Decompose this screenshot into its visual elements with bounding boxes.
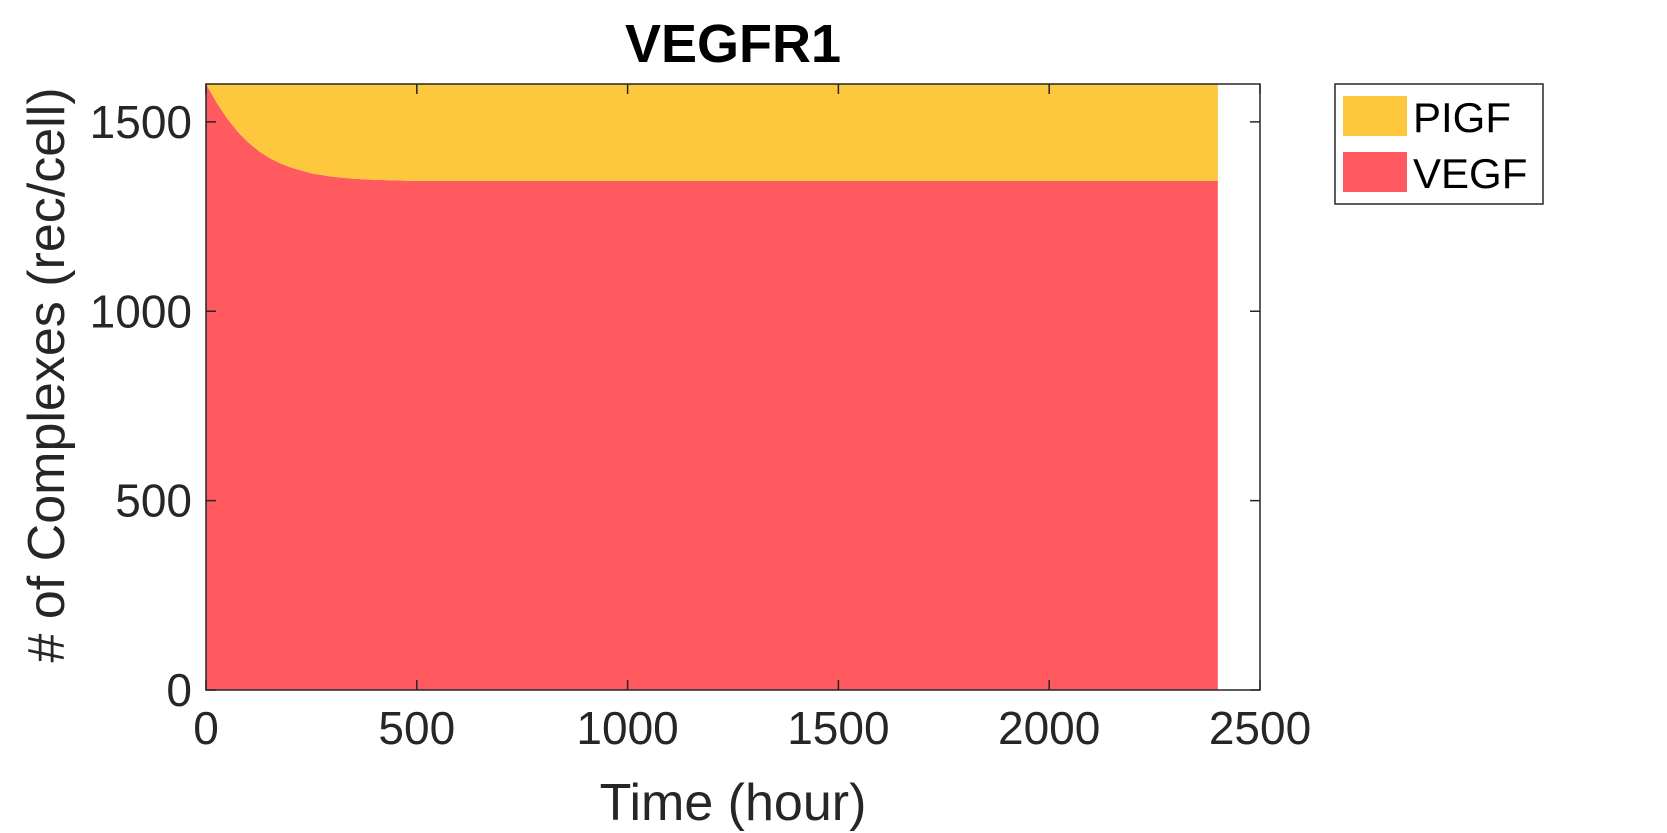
legend-label-pigf: PIGF: [1413, 94, 1511, 141]
y-tick-label: 500: [115, 475, 192, 527]
legend-swatch-vegf: [1343, 152, 1407, 192]
legend: PIGF VEGF: [1334, 83, 1544, 205]
x-tick-label: 500: [378, 702, 455, 754]
x-tick-label: 2000: [998, 702, 1100, 754]
area-vegf: [206, 84, 1218, 690]
chart-title: VEGFR1: [625, 14, 841, 74]
x-tick-label: 0: [193, 702, 219, 754]
legend-swatch-pigf: [1343, 96, 1407, 136]
y-axis-ticks: 0 500 1000 1500: [90, 96, 1260, 716]
legend-label-vegf: VEGF: [1413, 150, 1527, 197]
y-axis-label: # of Complexes (rec/cell): [18, 87, 76, 662]
x-tick-label: 2500: [1209, 702, 1311, 754]
y-tick-label: 0: [166, 664, 192, 716]
x-axis-label: Time (hour): [600, 774, 867, 832]
plot-areas: [206, 84, 1218, 690]
y-tick-label: 1000: [90, 285, 192, 337]
y-tick-label: 1500: [90, 96, 192, 148]
plot-frame: [205, 83, 1261, 691]
x-tick-label: 1000: [576, 702, 678, 754]
x-tick-label: 1500: [787, 702, 889, 754]
x-axis-ticks: 0 500 1000 1500 2000 2500: [193, 84, 1311, 754]
area-plgf: [206, 84, 1218, 181]
